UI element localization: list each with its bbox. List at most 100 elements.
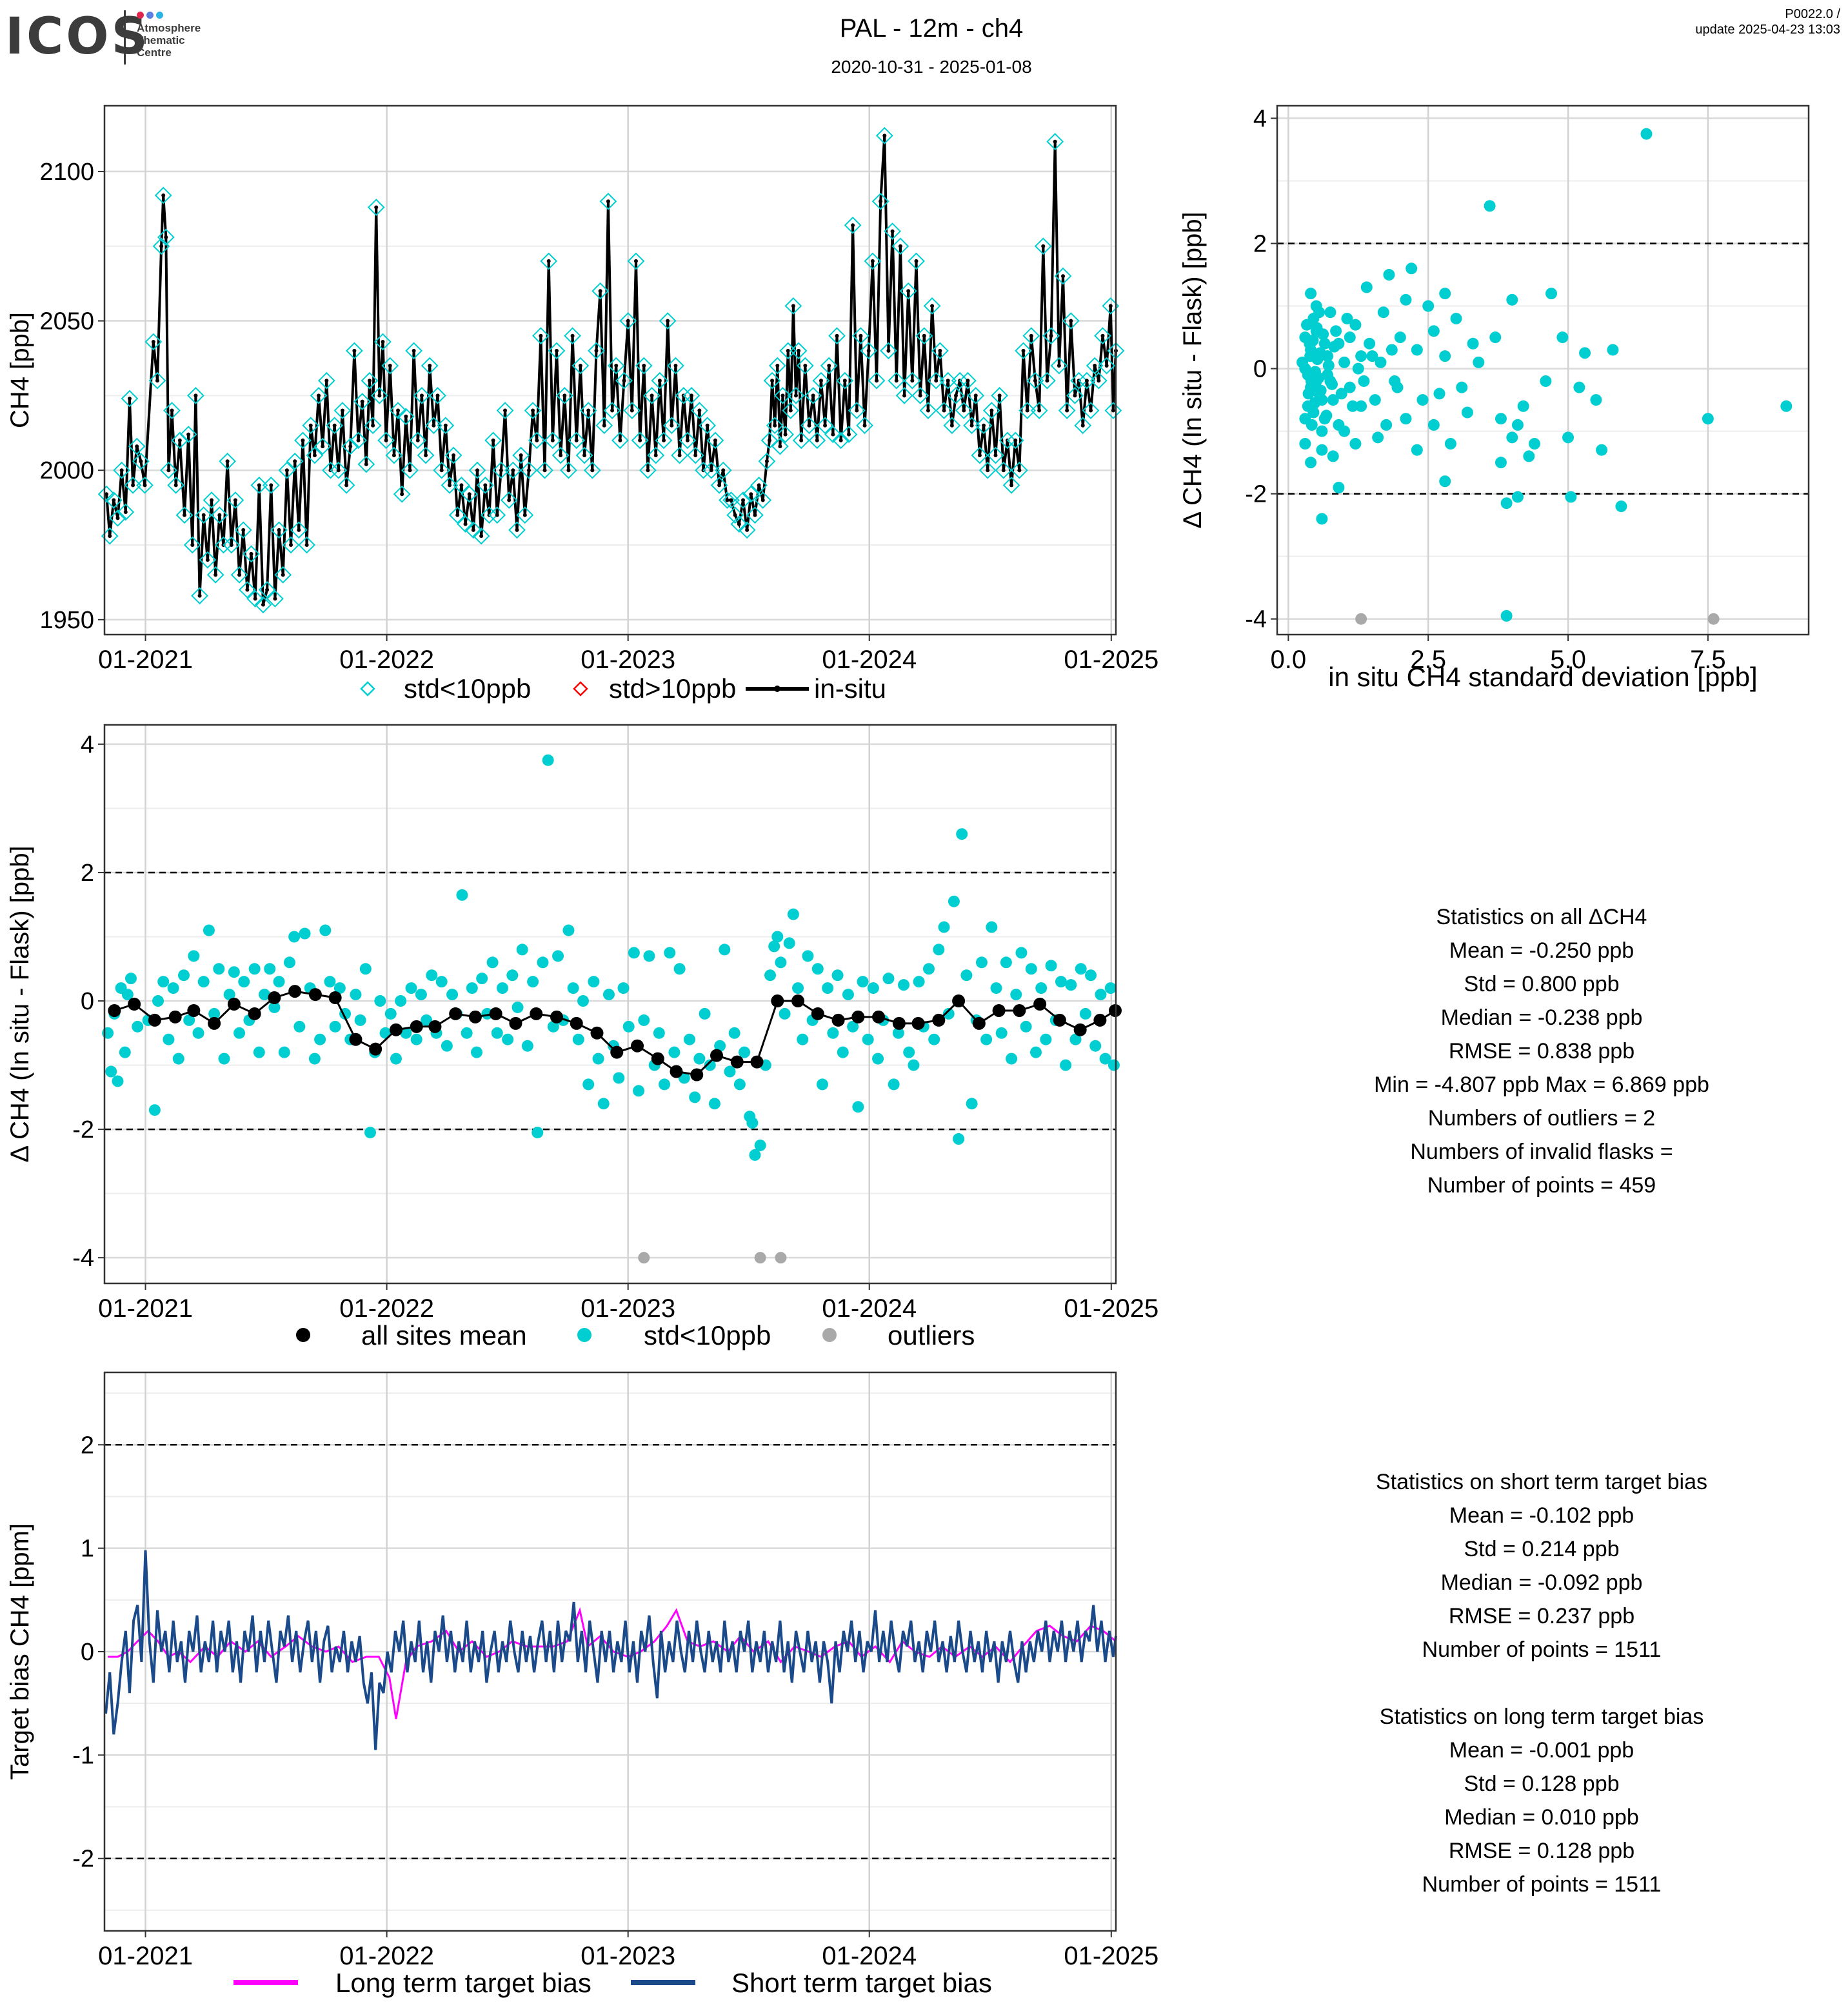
flask-diamond (635, 357, 653, 375)
delta-point (119, 1046, 131, 1058)
scatter-panel-y-tick-label: 0 (1253, 356, 1267, 383)
insitu-point (598, 289, 602, 293)
mean-point (550, 1010, 563, 1023)
stats-delta-block: Statistics on all ΔCH4 Mean = -0.250 ppb… (1316, 900, 1767, 1202)
flask-diamond (97, 485, 115, 503)
flask-diamond (540, 252, 558, 270)
flask-diamond (401, 461, 419, 479)
insitu-point (241, 528, 246, 532)
insitu-point (890, 229, 895, 233)
bias-panel-y-axis-label: Target bias CH4 [ppm] (6, 1523, 34, 1780)
delta-point (831, 969, 844, 982)
insitu-point (321, 444, 325, 449)
insitu-point (642, 364, 646, 368)
insitu-point (753, 513, 757, 517)
delta-point (446, 989, 459, 1001)
insitu-point (119, 468, 124, 473)
flask-diamond (424, 417, 442, 435)
delta-point (466, 982, 478, 994)
flask-diamond (1070, 371, 1088, 390)
scatter-point (1377, 306, 1389, 319)
delta-point (124, 973, 137, 985)
insitu-point (783, 432, 788, 437)
delta-panel-x-tick-label: 01-2024 (822, 1294, 917, 1323)
delta-point (724, 1065, 736, 1078)
insitu-point (1100, 333, 1105, 338)
delta-point (852, 1101, 864, 1113)
flask-diamond (908, 252, 925, 270)
insitu-point (657, 379, 662, 383)
flask-diamond (947, 386, 965, 404)
insitu-point (324, 379, 329, 383)
flask-diamond (784, 297, 802, 315)
delta-point (749, 1149, 761, 1161)
scatter-point (1416, 394, 1429, 406)
flask-diamond (828, 327, 846, 345)
mean-point (791, 994, 805, 1008)
delta-point (771, 931, 784, 943)
delta-point (293, 1020, 306, 1033)
flask-diamond (790, 342, 808, 360)
insitu-point (846, 432, 851, 437)
flask-diamond (699, 417, 717, 435)
delta-point (689, 1091, 701, 1103)
flask-diamond (551, 446, 570, 464)
insitu-point (135, 444, 139, 449)
delta-point (1020, 1020, 1032, 1033)
insitu-point (412, 348, 416, 353)
flask-diamond (262, 476, 280, 494)
scatter-point (1316, 425, 1328, 437)
mean-point (227, 998, 241, 1011)
scatter-panel-x-tick-label: 5.0 (1550, 646, 1586, 674)
stats-long-line: Median = 0.010 ppb (1444, 1805, 1639, 1830)
flask-diamond (730, 515, 748, 533)
delta-panel-y-tick-label: 4 (81, 731, 94, 758)
insitu-point (910, 379, 915, 383)
scatter-panel-x-tick-label: 2.5 (1410, 646, 1446, 674)
flask-diamond (599, 192, 617, 210)
bias-panel-x-tick-label: 01-2021 (98, 1942, 193, 1970)
delta-point (903, 1046, 915, 1058)
flask-diamond (1074, 417, 1092, 435)
mean-point (449, 1007, 462, 1020)
delta-panel-y-tick-label: -4 (72, 1245, 94, 1272)
scatter-point (1316, 513, 1328, 525)
flask-diamond (1018, 402, 1037, 419)
stats-delta-heading: Statistics on all ΔCH4 (1436, 905, 1647, 929)
flask-diamond (468, 461, 486, 479)
delta-point (470, 1046, 482, 1058)
scatter-point (1375, 356, 1387, 368)
flask-diamond (317, 371, 335, 390)
scatter-point (1500, 497, 1513, 509)
insitu-point (973, 393, 978, 398)
insitu-point (503, 408, 508, 413)
mean-point (730, 1055, 744, 1069)
scatter-point (1473, 356, 1485, 368)
legend-outlier-label: outliers (888, 1320, 975, 1350)
insitu-point (531, 408, 535, 413)
delta-point (948, 895, 960, 907)
flask-diamond (800, 417, 818, 435)
delta-point (238, 976, 250, 988)
scatter-point (1316, 444, 1328, 456)
flask-diamond (230, 566, 248, 584)
insitu-point (562, 393, 567, 398)
insitu-point (367, 379, 372, 383)
flask-diamond (1030, 402, 1048, 419)
insitu-point (415, 438, 420, 442)
flask-diamond (722, 491, 740, 509)
delta-point (516, 944, 528, 956)
stats-long-line: Mean = -0.001 ppb (1449, 1738, 1634, 1763)
mean-point (489, 1007, 502, 1020)
delta-point (1108, 1059, 1120, 1071)
flask-diamond (760, 431, 779, 450)
flask-diamond (579, 402, 597, 419)
flask-diamond (104, 491, 123, 509)
delta-point (708, 1098, 720, 1110)
flask-diamond (337, 476, 355, 494)
insitu-point (432, 423, 436, 428)
delta-point (867, 982, 879, 994)
scatter-point (1562, 431, 1575, 444)
ch4-panel-x-tick-label: 01-2022 (339, 646, 434, 674)
